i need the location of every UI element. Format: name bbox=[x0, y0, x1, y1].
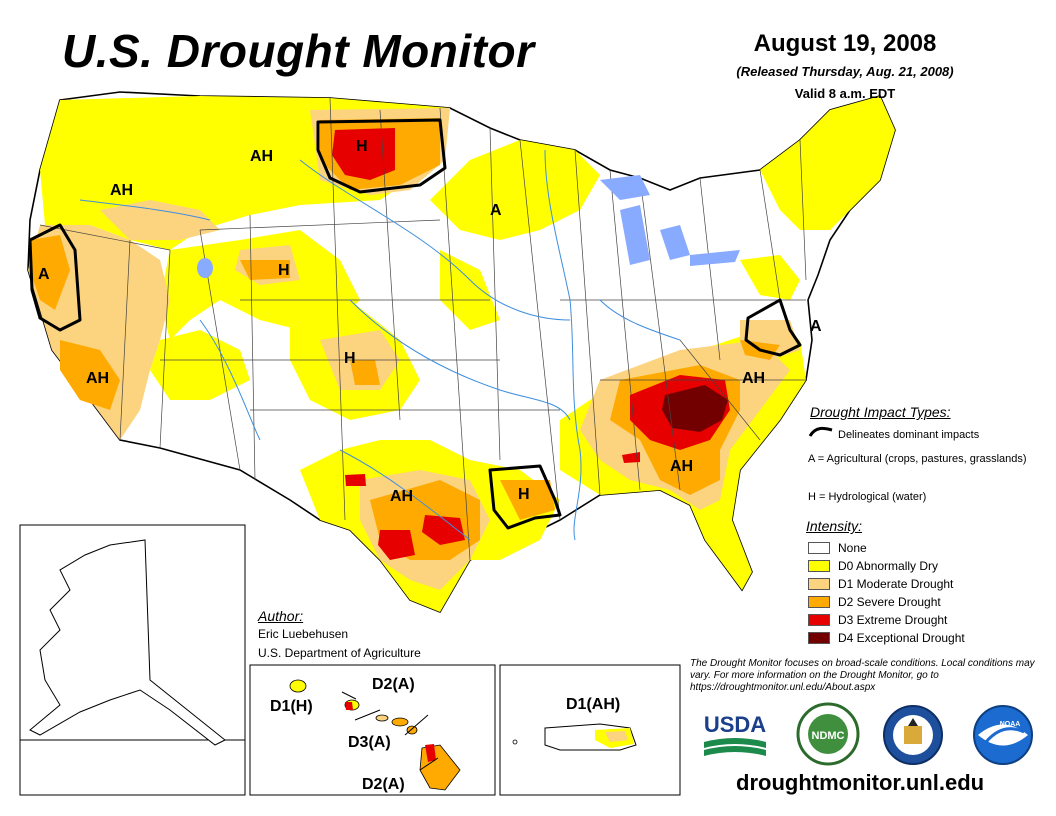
legend-d2-label: D2 Severe Drought bbox=[838, 595, 941, 609]
label-va: AH bbox=[742, 370, 766, 387]
swatch-d4 bbox=[808, 632, 830, 644]
legend-d1-label: D1 Moderate Drought bbox=[838, 577, 954, 591]
d4-areas bbox=[662, 385, 728, 432]
usda-logo: USDA bbox=[704, 712, 766, 756]
label-nd: H bbox=[356, 138, 368, 155]
svg-text:NOAA: NOAA bbox=[1000, 721, 1021, 728]
author-heading: Author: bbox=[258, 608, 304, 624]
label-la: H bbox=[518, 486, 530, 503]
swatch-d0 bbox=[808, 560, 830, 572]
author-org: U.S. Department of Agriculture bbox=[258, 646, 421, 660]
label-ca-s: AH bbox=[86, 370, 110, 387]
label-puerto-rico: D1(AH) bbox=[566, 696, 621, 713]
alaska-shape bbox=[29, 539, 226, 746]
label-kauai: D1(H) bbox=[270, 698, 313, 715]
swatch-d3 bbox=[808, 614, 830, 626]
legend-none-label: None bbox=[838, 541, 867, 555]
label-big-island: D2(A) bbox=[362, 776, 405, 793]
impact-types-heading: Drought Impact Types: bbox=[810, 404, 951, 420]
valid-time: Valid 8 a.m. EDT bbox=[794, 86, 896, 101]
label-md: A bbox=[810, 318, 822, 335]
hawaii-islands bbox=[289, 679, 461, 791]
ndmc-logo: NDMC bbox=[796, 702, 860, 766]
legend-d3-label: D3 Extreme Drought bbox=[838, 613, 948, 627]
noaa-logo: NOAA bbox=[973, 705, 1033, 765]
state-boundaries bbox=[39, 97, 807, 561]
impact-lines bbox=[28, 118, 802, 530]
legend-d0-label: D0 Abnormally Dry bbox=[838, 559, 939, 573]
svg-text:USDA: USDA bbox=[704, 712, 766, 737]
map-date: August 19, 2008 bbox=[753, 30, 937, 57]
doc-seal-icon bbox=[883, 705, 943, 765]
label-mt: AH bbox=[250, 148, 274, 165]
author-name: Eric Luebehusen bbox=[258, 627, 349, 641]
label-oahu: D2(A) bbox=[372, 676, 415, 693]
label-co: H bbox=[344, 350, 356, 367]
impact-line-sample bbox=[808, 426, 833, 437]
label-maui: D3(A) bbox=[348, 734, 391, 751]
legend-d2: D2 Severe Drought bbox=[808, 594, 941, 610]
swatch-d1 bbox=[808, 578, 830, 590]
rivers bbox=[79, 149, 681, 541]
impact-line-text: Delineates dominant impacts bbox=[838, 429, 980, 441]
legend-d1: D1 Moderate Drought bbox=[808, 576, 953, 592]
intensity-heading: Intensity: bbox=[806, 518, 863, 534]
label-tx: AH bbox=[390, 488, 414, 505]
disclaimer-text: The Drought Monitor focuses on broad-sca… bbox=[690, 658, 1035, 693]
legend-d4: D4 Exceptional Drought bbox=[808, 630, 965, 646]
label-nw: AH bbox=[110, 182, 134, 199]
release-date: (Released Thursday, Aug. 21, 2008) bbox=[736, 64, 954, 79]
label-se: AH bbox=[670, 458, 694, 475]
footer-url[interactable]: droughtmonitor.unl.edu bbox=[736, 770, 985, 795]
legend-d0: D0 Abnormally Dry bbox=[808, 558, 938, 574]
page-title: U.S. Drought Monitor bbox=[62, 25, 535, 77]
legend-none: None bbox=[808, 540, 867, 556]
label-ca-n: A bbox=[38, 266, 50, 283]
svg-text:NDMC: NDMC bbox=[812, 730, 845, 742]
legend-d4-label: D4 Exceptional Drought bbox=[838, 631, 965, 645]
lakes bbox=[197, 175, 740, 278]
swatch-d2 bbox=[808, 596, 830, 608]
impact-hydrological-text: H = Hydrological (water) bbox=[808, 491, 927, 503]
swatch-none bbox=[808, 542, 830, 554]
impact-agricultural-text: A = Agricultural (crops, pastures, grass… bbox=[808, 453, 1027, 465]
label-wy: H bbox=[278, 262, 290, 279]
label-mn: A bbox=[490, 202, 502, 219]
legend-d3: D3 Extreme Drought bbox=[808, 612, 947, 628]
